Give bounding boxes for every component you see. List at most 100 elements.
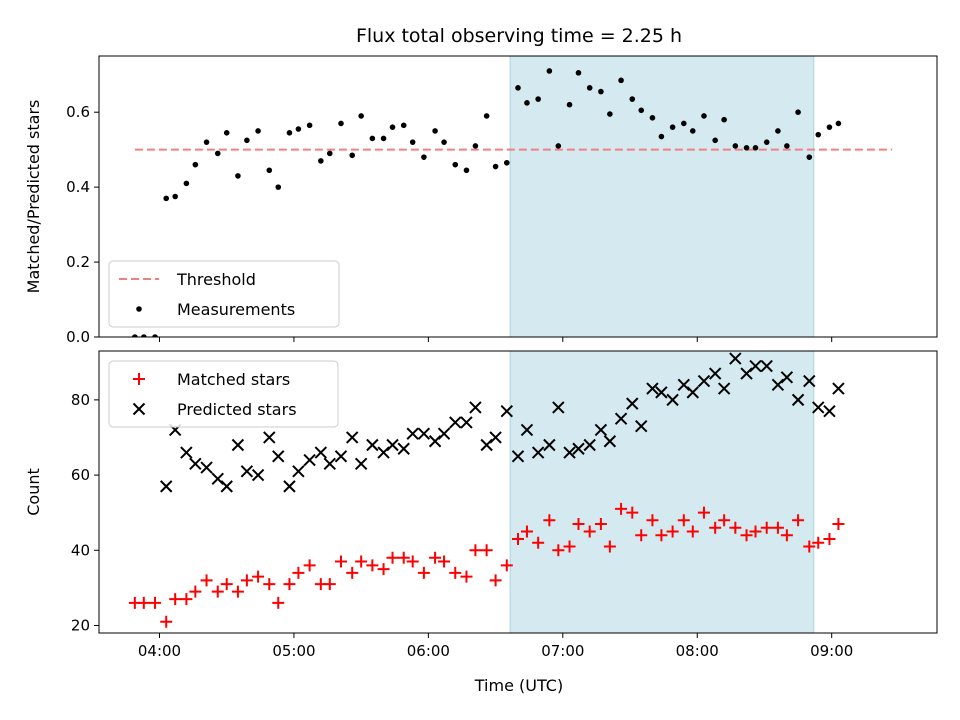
y-tick-label: 0.2 (66, 253, 90, 271)
legend-plus-swatch (133, 373, 145, 385)
data-point (366, 438, 379, 452)
data-point (255, 128, 261, 134)
data-point (629, 96, 636, 102)
data-point (220, 480, 233, 493)
data-point (323, 578, 336, 591)
data-point (815, 131, 822, 138)
data-point (252, 570, 265, 583)
data-point (583, 438, 596, 452)
data-point (649, 115, 656, 121)
data-point (314, 446, 328, 459)
data-point (760, 521, 773, 534)
top-panel: 0.0 0.2 0.4 0.6 Matched/Predicted stars Thres… (24, 55, 938, 346)
data-point (492, 163, 499, 170)
data-point (771, 378, 785, 392)
data-point (152, 334, 158, 337)
data-point (721, 116, 727, 123)
data-point (791, 393, 805, 407)
data-point (792, 514, 805, 527)
data-point (763, 139, 770, 145)
data-point (286, 130, 293, 136)
data-point (421, 154, 427, 160)
data-point (546, 68, 553, 74)
legend-label: Predicted stars (177, 400, 297, 419)
data-point (635, 419, 648, 433)
data-point (441, 139, 447, 145)
data-point (603, 435, 617, 448)
data-point (132, 334, 138, 337)
data-point (603, 540, 616, 553)
data-point (334, 450, 348, 463)
legend-dot-swatch (136, 306, 142, 312)
data-point (231, 585, 244, 598)
data-point (469, 401, 482, 414)
data-point (463, 167, 470, 174)
legend-label: Threshold (176, 270, 256, 289)
data-point (832, 517, 845, 530)
data-point (334, 555, 347, 568)
data-point (717, 382, 731, 395)
data-point (583, 525, 596, 538)
legend-0: Threshold Measurements (108, 260, 340, 328)
data-point (524, 100, 530, 106)
data-point (203, 139, 210, 145)
data-point (160, 480, 173, 493)
data-point (552, 401, 565, 414)
data-point (489, 431, 502, 444)
data-point (231, 438, 245, 452)
x-tick-label: 07:00 (541, 642, 584, 660)
data-point (266, 167, 273, 174)
data-point (655, 529, 668, 542)
series-predicted-stars (160, 352, 845, 493)
y-tick-label: 0.0 (66, 328, 90, 346)
x-tick-label: 09:00 (810, 642, 853, 660)
data-point (835, 120, 842, 127)
bottom-panel: 20 40 60 80 04:00 05:00 06:00 07:00 08:00 09:00 Co… (24, 350, 938, 660)
data-point (689, 128, 696, 134)
data-point (397, 442, 410, 455)
data-point (380, 135, 387, 142)
data-point (338, 120, 344, 127)
panel-frame (98, 55, 938, 338)
data-point (409, 139, 416, 145)
data-point (452, 161, 459, 168)
data-point (189, 585, 202, 598)
highlight-window (509, 55, 815, 338)
data-point (572, 442, 585, 455)
data-point (718, 514, 731, 527)
data-point (780, 529, 793, 542)
data-point (566, 101, 573, 108)
data-point (520, 423, 534, 437)
data-point (303, 453, 316, 467)
data-point (677, 514, 690, 527)
y-tick-label: 20 (71, 616, 90, 634)
data-point (701, 113, 707, 119)
data-point (795, 109, 801, 115)
data-point (345, 431, 359, 444)
data-point (292, 465, 305, 478)
data-point (183, 180, 190, 187)
data-point (646, 514, 659, 527)
legend-label: Measurements (177, 300, 295, 319)
data-point (607, 111, 613, 117)
data-point (295, 126, 302, 132)
y-tick-label: 80 (71, 391, 90, 409)
data-point (480, 544, 493, 557)
data-point (472, 143, 479, 149)
data-point (563, 540, 576, 553)
data-point (655, 386, 668, 399)
data-point (180, 446, 193, 459)
data-point (318, 158, 324, 164)
data-point (172, 193, 178, 200)
data-point (771, 521, 784, 534)
data-point (515, 85, 521, 91)
data-point (669, 124, 676, 130)
data-point (326, 150, 333, 157)
data-point (141, 334, 147, 337)
data-point (543, 438, 556, 452)
data-point (826, 124, 833, 130)
legend-label: Matched stars (177, 370, 290, 389)
data-point (697, 506, 710, 519)
data-point (303, 559, 316, 572)
data-point (681, 120, 687, 127)
